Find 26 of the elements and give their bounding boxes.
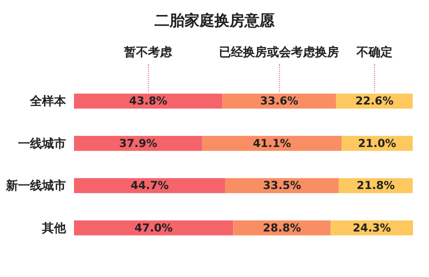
text: 暂不考虑 [124,44,172,61]
y-tick-label: 全样本 [29,94,67,108]
bar [74,220,234,236]
data-label: 47.0% [134,221,173,234]
data-label: 24.3% [352,221,391,234]
data-label: 28.8% [262,221,302,234]
data-label: 43.8% [129,94,168,108]
bar [74,136,202,151]
data-label: 21.8% [356,179,395,192]
bar [225,178,339,194]
text: 已经换房或会考虑换房 [219,44,340,61]
data-label: 37.9% [119,136,158,150]
text: 不确定 [356,44,392,61]
data-label: 22.6% [355,94,394,108]
bar [202,136,342,151]
bar [74,94,222,109]
chart-title: 二胎家庭换房意愿 [154,12,276,30]
data-label: 33.5% [263,179,302,192]
data-label: 44.7% [130,179,169,192]
y-tick-label: 一线城市 [18,136,66,150]
bar [74,178,226,194]
data-label: 21.0% [358,136,396,150]
data-label: 33.6% [260,94,298,108]
y-tick-label: 新一线城市 [5,178,66,193]
data-label: 41.1% [252,136,292,150]
y-tick-label: 其他 [41,220,67,235]
